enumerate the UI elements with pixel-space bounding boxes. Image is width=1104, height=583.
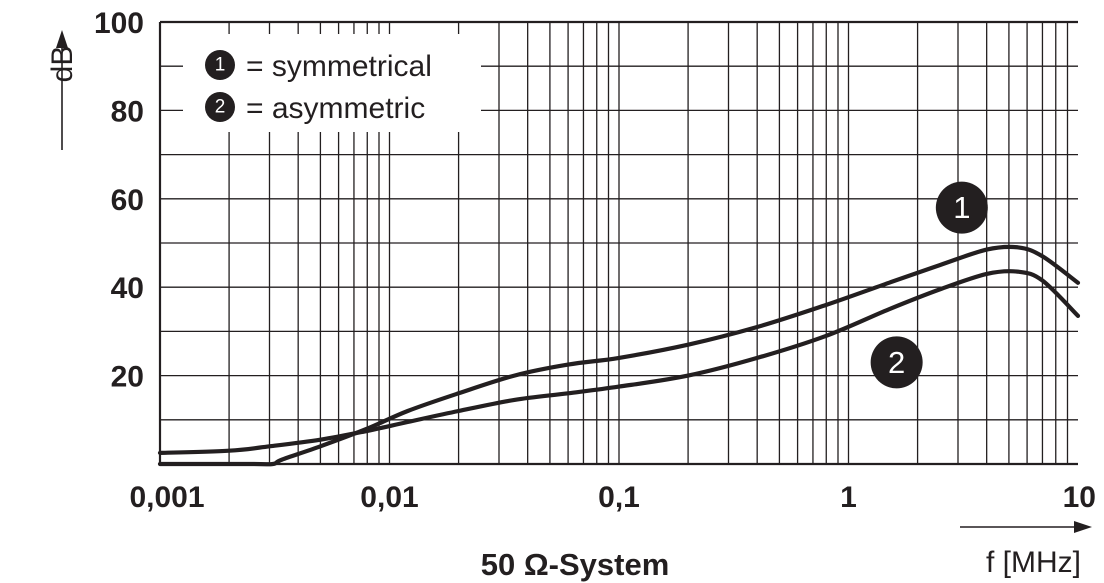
x-tick-label: 0,1 (598, 481, 640, 514)
y-tick-label: 60 (111, 184, 144, 217)
series-line-1 (157, 244, 1081, 467)
legend-entry-text: = symmetrical (246, 50, 432, 83)
x-axis-arrow-head (1074, 521, 1092, 533)
y-tick-label: 40 (111, 272, 144, 305)
y-tick-label: 100 (94, 7, 144, 40)
data-curves (157, 244, 1081, 467)
curve-label-2 (870, 336, 923, 389)
tick-labels: 20 40 60 80 100 0,001 0,01 0,1 1 10 (94, 7, 1096, 514)
axis-titles: dBf [MHz]50 Ω-System (46, 30, 1092, 582)
x-tick-label: 0,01 (360, 481, 418, 514)
legend-background (183, 34, 481, 132)
legend-marker-1 (205, 50, 235, 80)
legend-marker-2 (205, 92, 235, 122)
x-tick-label: 0,001 (129, 481, 204, 514)
curve-annotations: 12 (870, 181, 988, 389)
plot-frame (158, 20, 1078, 466)
legend-marker-number: 1 (215, 55, 226, 76)
x-axis-label: f [MHz] (986, 546, 1081, 579)
chart-subtitle: 50 Ω-System (481, 547, 670, 582)
x-tick-label: 1 (840, 481, 857, 514)
y-axis-arrow-head (56, 30, 68, 48)
y-tick-label: 80 (111, 95, 144, 128)
curve-label-number: 2 (888, 345, 905, 380)
legend-entry-text: = asymmetric (246, 92, 425, 125)
curve-label-1 (935, 181, 988, 234)
legend-marker-number: 2 (215, 97, 226, 118)
legend: 1 = symmetrical 2 = asymmetric (183, 34, 481, 132)
x-tick-label: 10 (1063, 481, 1096, 514)
curve-label-number: 1 (953, 190, 970, 225)
series-line-2 (157, 269, 1081, 455)
y-tick-label: 20 (111, 361, 144, 394)
